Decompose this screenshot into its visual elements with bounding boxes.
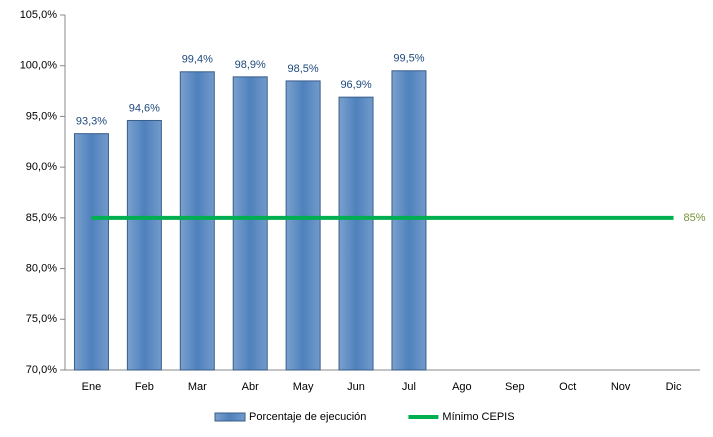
x-tick-label: Abr (242, 381, 259, 393)
legend-label: Porcentaje de ejecución (249, 411, 366, 423)
x-tick-label: Sep (505, 381, 525, 393)
y-tick-label: 70,0% (26, 364, 57, 376)
y-tick-label: 85,0% (26, 212, 57, 224)
x-tick-label: Ene (82, 381, 102, 393)
data-label: 96,9% (340, 79, 371, 91)
bar (73, 133, 109, 371)
x-tick-label: Jun (347, 381, 365, 393)
bar (126, 119, 162, 371)
x-tick-label: Nov (611, 381, 631, 393)
bar (338, 96, 374, 371)
y-tick-label: 90,0% (26, 161, 57, 173)
data-label: 99,4% (182, 54, 213, 66)
x-tick-label: Dic (666, 381, 682, 393)
x-tick-label: Feb (135, 381, 154, 393)
x-tick-label: Ago (452, 381, 472, 393)
bar (391, 70, 427, 371)
legend-label: Mínimo CEPIS (442, 411, 514, 423)
data-label: 98,5% (288, 63, 319, 75)
data-label: 85% (684, 212, 706, 224)
bar (285, 80, 321, 371)
y-tick-label: 105,0% (20, 9, 58, 21)
data-label: 99,5% (393, 53, 424, 65)
bar (179, 71, 215, 371)
data-label: 98,9% (235, 59, 266, 71)
y-tick-label: 80,0% (26, 262, 57, 274)
x-tick-label: Jul (402, 381, 416, 393)
data-label: 93,3% (76, 116, 107, 128)
x-tick-label: May (293, 381, 314, 393)
legend-swatch (214, 412, 246, 422)
x-tick-label: Oct (559, 381, 576, 393)
bar (232, 76, 268, 371)
y-tick-label: 75,0% (26, 313, 57, 325)
x-tick-label: Mar (188, 381, 207, 393)
data-label: 94,6% (129, 102, 160, 114)
y-tick-label: 95,0% (26, 110, 57, 122)
y-tick-label: 100,0% (20, 60, 58, 72)
